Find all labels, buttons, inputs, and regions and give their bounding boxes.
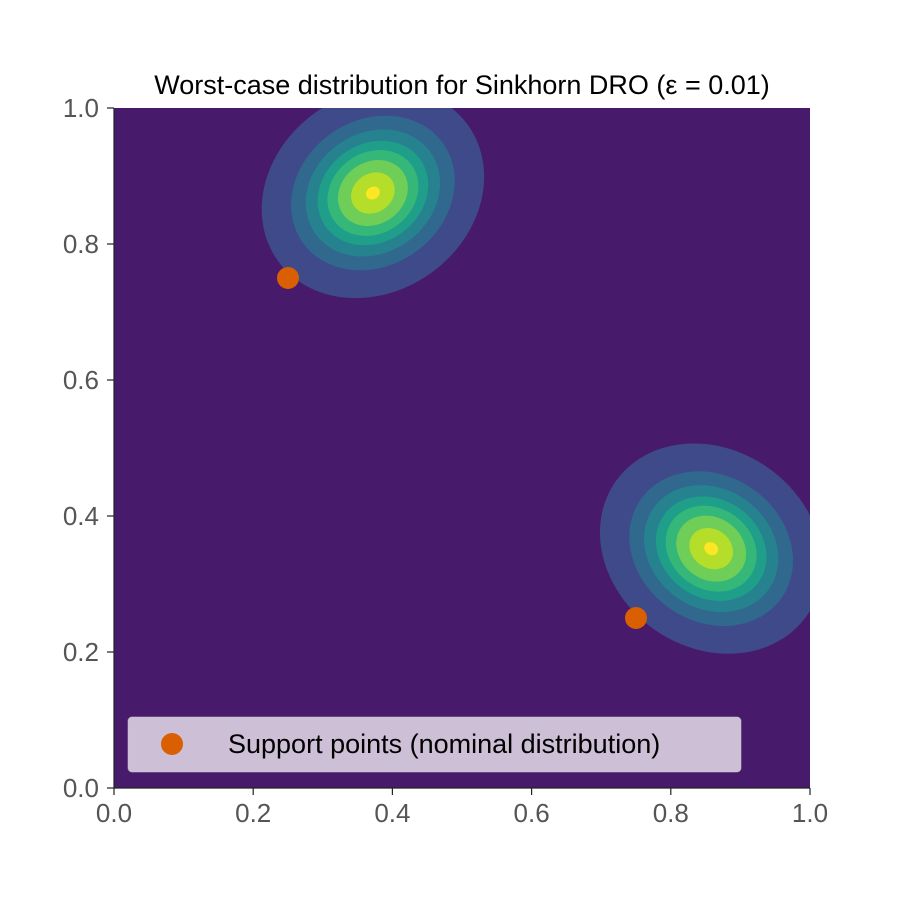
x-tick-label: 0.0 <box>96 798 132 828</box>
contour-layer <box>261 108 810 654</box>
chart-title: Worst-case distribution for Sinkhorn DRO… <box>154 70 770 100</box>
contour-level-8-mode-1 <box>365 186 380 200</box>
y-ticks: 0.0 0.2 0.4 0.6 0.8 1.0 <box>63 93 114 803</box>
x-tick-label: 0.8 <box>653 798 689 828</box>
x-tick-label: 1.0 <box>792 798 828 828</box>
contour-level-8-mode-2 <box>704 542 719 556</box>
y-tick-label: 0.2 <box>63 637 99 667</box>
legend-box <box>127 716 742 773</box>
legend-label: Support points (nominal distribution) <box>228 729 660 759</box>
y-tick-label: 0.4 <box>63 501 99 531</box>
support-point-2 <box>625 607 647 629</box>
y-tick-label: 0.0 <box>63 773 99 803</box>
x-tick-label: 0.2 <box>235 798 271 828</box>
axes <box>113 108 810 789</box>
legend-marker <box>161 733 183 755</box>
y-tick-label: 0.6 <box>63 365 99 395</box>
x-tick-label: 0.4 <box>374 798 410 828</box>
legend: Support points (nominal distribution) <box>127 716 742 773</box>
y-tick-label: 1.0 <box>63 93 99 123</box>
support-point-1 <box>277 267 299 289</box>
x-ticks: 0.0 0.2 0.4 0.6 0.8 1.0 <box>96 788 828 828</box>
y-tick-label: 0.8 <box>63 229 99 259</box>
x-tick-label: 0.6 <box>514 798 550 828</box>
support-points <box>277 267 647 629</box>
